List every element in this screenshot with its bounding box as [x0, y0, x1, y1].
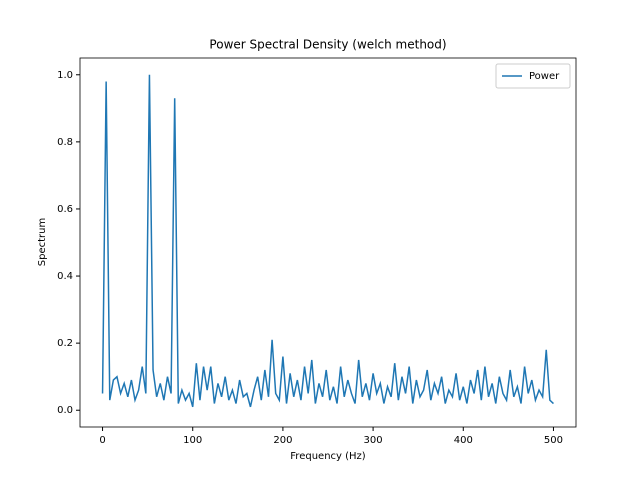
y-axis-label: Spectrum	[37, 218, 48, 266]
x-axis-label: Frequency (Hz)	[290, 451, 366, 462]
y-tick-label: 0.0	[57, 405, 73, 416]
x-tick-label: 300	[364, 435, 383, 446]
y-tick-label: 0.4	[57, 271, 73, 282]
x-tick-label: 200	[273, 435, 292, 446]
line-series	[101, 74, 554, 408]
x-tick-label: 400	[454, 435, 473, 446]
y-tick-label: 0.2	[57, 338, 73, 349]
legend-label: Power	[529, 71, 560, 82]
plot-frame	[79, 57, 577, 428]
y-tick-label: 0.6	[57, 204, 73, 215]
y-tick-label: 0.8	[57, 137, 73, 148]
x-tick-label: 500	[544, 435, 563, 446]
x-tick-label: 0	[99, 435, 105, 446]
legend-box	[495, 63, 571, 89]
y-tick-label: 1.0	[57, 70, 73, 81]
chart-title: Power Spectral Density (welch method)	[209, 38, 446, 52]
x-tick-label: 100	[183, 435, 202, 446]
